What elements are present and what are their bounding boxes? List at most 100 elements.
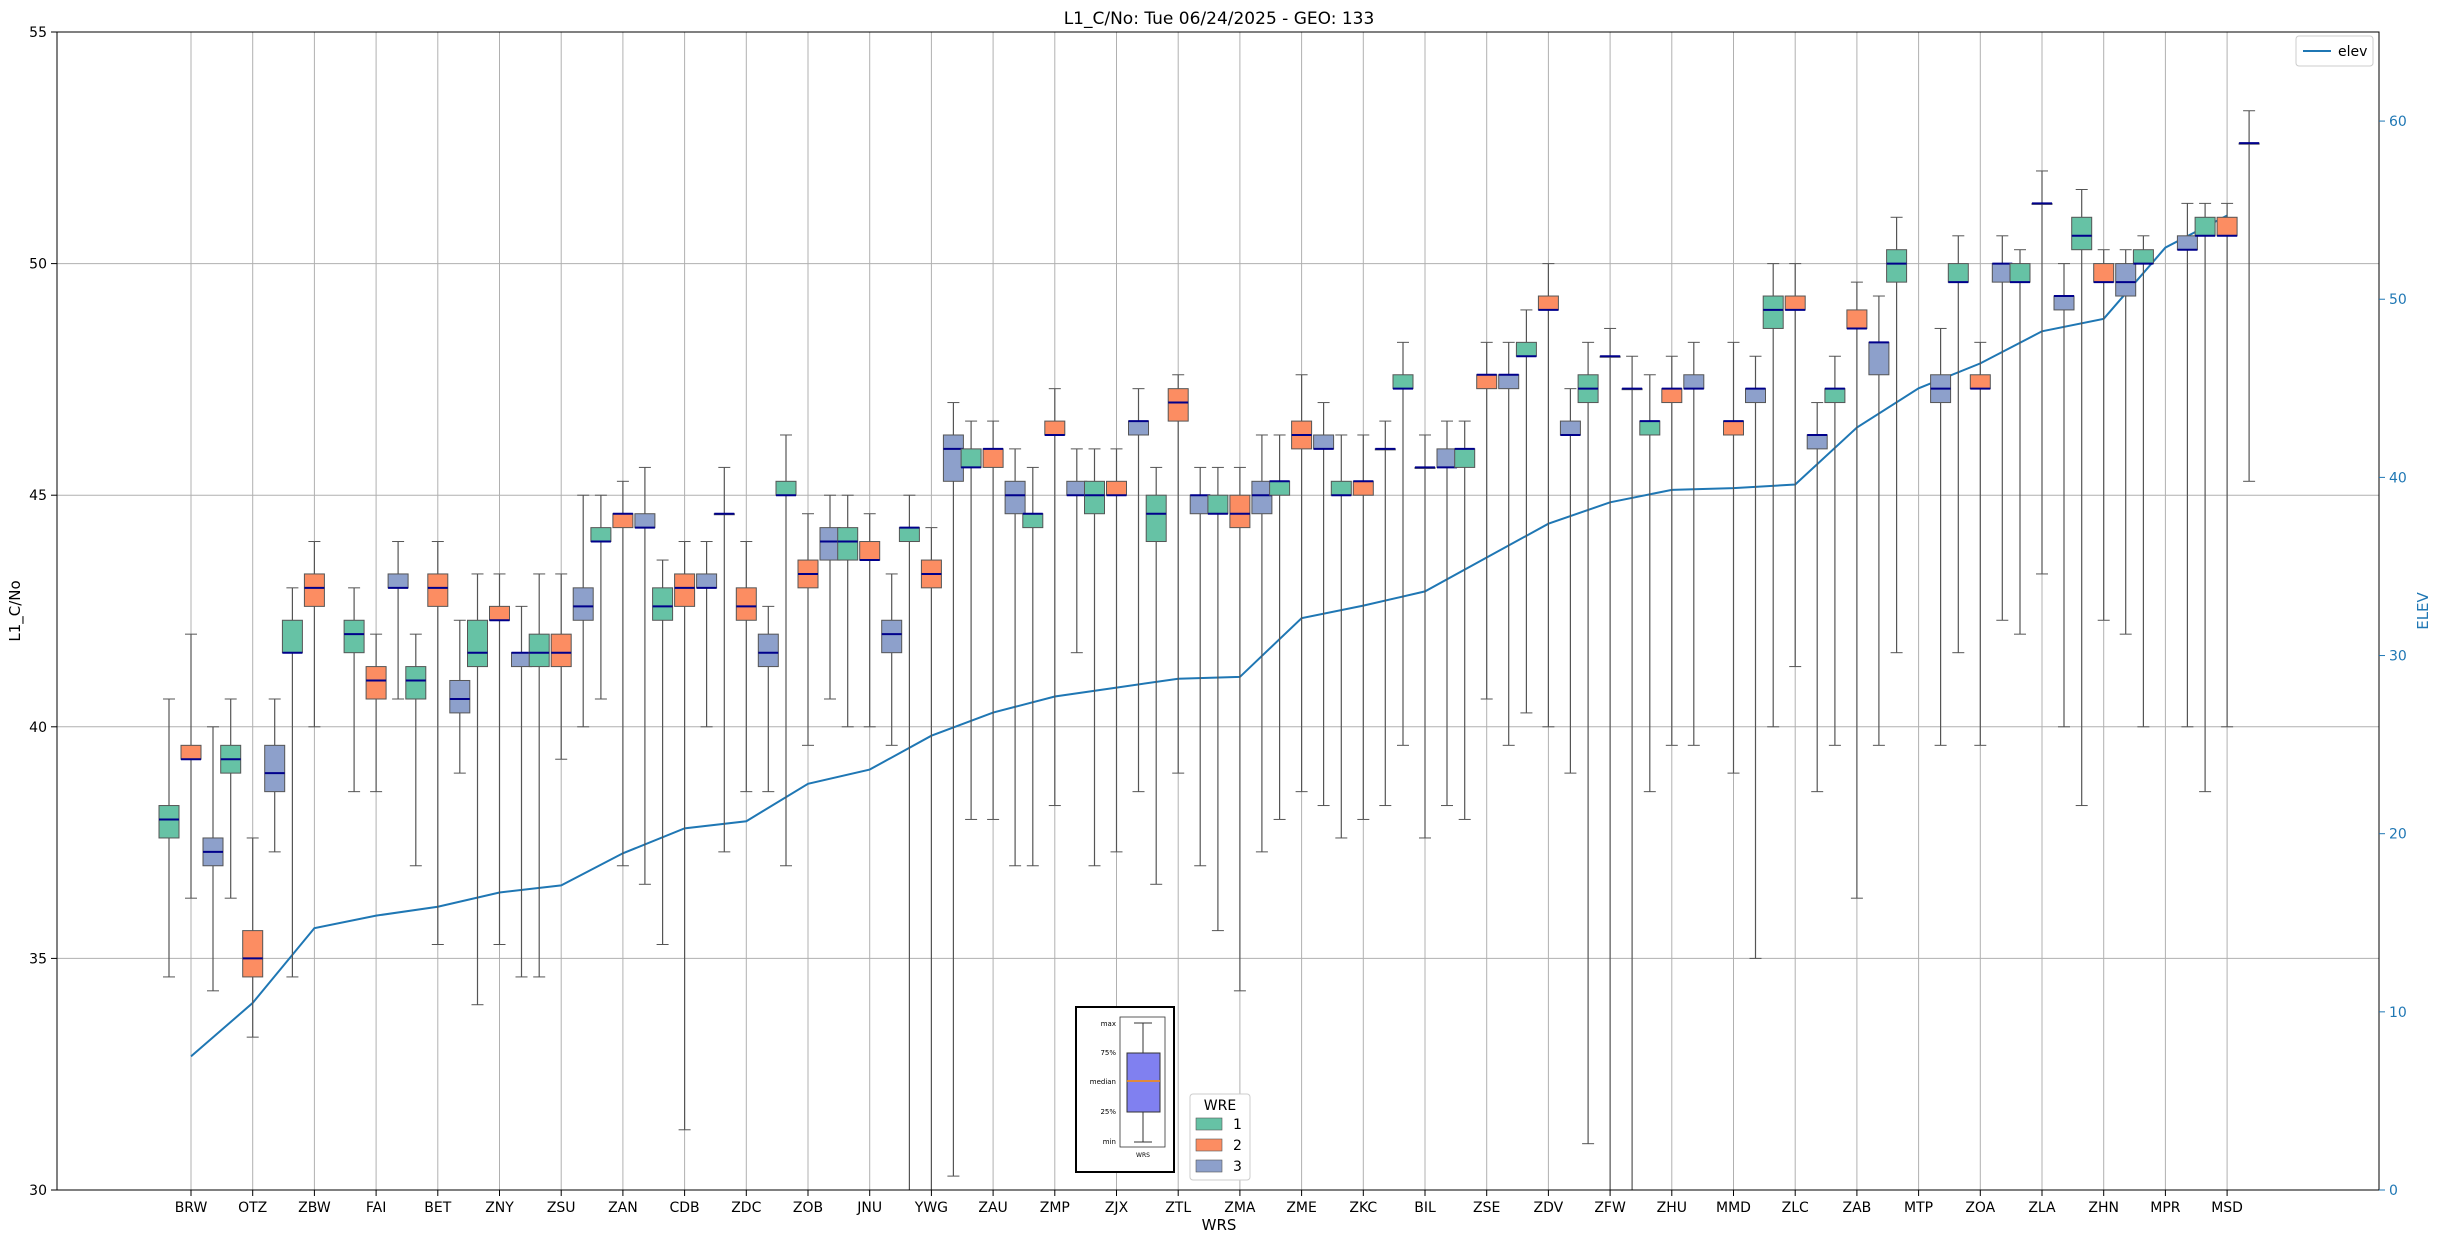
box-body-ZHN-3: [2115, 263, 2137, 297]
x-tick-label-ZMA: ZMA: [1224, 1200, 1256, 1216]
box-ZOA-2: [1969, 341, 1991, 746]
chart-title: L1_C/No: Tue 06/24/2025 - GEO: 133: [1064, 9, 1375, 29]
x-tick-label-YWG: YWG: [914, 1200, 948, 1216]
box-ZHN-1: [2071, 188, 2093, 807]
box-body-OTZ-2: [242, 930, 264, 978]
box-ZHU-2: [1661, 355, 1683, 746]
box-ZME-1: [1269, 434, 1291, 820]
box-body-ZAU-3: [1004, 480, 1026, 515]
box-body-ZME-3: [1313, 434, 1335, 450]
elev-legend-label: elev: [2338, 44, 2367, 60]
box-ZHU-1: [1639, 374, 1661, 793]
box-body-MPR-3: [2176, 235, 2198, 251]
box-body-ZAB-1: [1824, 388, 1846, 404]
box-ZNY-1: [467, 573, 488, 1006]
x-tick-label-BRW: BRW: [175, 1200, 208, 1216]
box-body-CDB-3: [696, 573, 718, 589]
box-body-ZBW-2: [303, 573, 325, 607]
box-BIL-3: [1436, 420, 1458, 807]
box-body-ZSE-1: [1454, 448, 1476, 468]
box-MPR-1: [2132, 235, 2154, 728]
box-body-ZMA-2: [1229, 494, 1251, 529]
box-ZAU-1: [960, 420, 982, 820]
inset-axes: [1119, 1016, 1166, 1148]
box-ZSU-3: [572, 494, 594, 728]
x-tick-label-ZOB: ZOB: [793, 1200, 823, 1216]
box-ZMA-1: [1207, 466, 1229, 932]
box-ZDV-2: [1537, 263, 1559, 728]
box-anatomy-inset: max 75% median 25% min WRS: [1075, 1006, 1175, 1173]
box-JNU-1: [837, 494, 859, 728]
box-body-ZAB-3: [1868, 341, 1890, 376]
box-JNU-2: [859, 513, 881, 728]
box-ZNY-3: [511, 605, 532, 978]
wre-legend-swatch-3: [1195, 1159, 1223, 1173]
box-body-ZDV-2: [1537, 295, 1559, 311]
box-ZAN-1: [590, 494, 612, 700]
box-BRW-3: [202, 726, 224, 992]
box-body-ZNY-3: [511, 652, 532, 668]
x-tick-label-ZKC: ZKC: [1349, 1200, 1377, 1216]
x-tick-label-ZDV: ZDV: [1534, 1200, 1564, 1216]
box-layer: [158, 110, 2260, 1191]
box-BRW-2: [180, 633, 202, 899]
x-tick-label-OTZ: OTZ: [238, 1200, 267, 1216]
box-ZOA-3: [1991, 235, 2013, 621]
box-body-ZMA-1: [1207, 494, 1229, 515]
box-body-ZTL-3: [1189, 494, 1211, 515]
box-ZAU-2: [982, 420, 1004, 820]
box-ZME-3: [1313, 402, 1335, 807]
box-ZAB-2: [1846, 281, 1868, 899]
box-ZBW-1: [281, 587, 303, 978]
box-body-BRW-1: [158, 805, 180, 839]
x-tick-label-ZJX: ZJX: [1105, 1200, 1129, 1216]
x-tick-label-ZLA: ZLA: [2028, 1200, 2056, 1216]
box-body-MMD-3: [1745, 388, 1766, 404]
box-ZLA-3: [2053, 263, 2075, 728]
inset-label-min: min: [1103, 1138, 1116, 1146]
box-FAI-1: [343, 587, 365, 793]
box-ZTL-1: [1145, 466, 1167, 885]
x-tick-label-ZSE: ZSE: [1473, 1200, 1500, 1216]
wre-legend-swatch-1: [1195, 1117, 1223, 1131]
x-tick-label-ZLC: ZLC: [1782, 1200, 1809, 1216]
y2-tick-label-20: 20: [2389, 827, 2407, 843]
inset-label-median: median: [1090, 1078, 1116, 1086]
box-body-ZOB-1: [775, 480, 797, 496]
box-body-MMD-2: [1723, 420, 1744, 436]
box-body-ZHU-3: [1683, 374, 1705, 390]
box-body-BET-3: [449, 679, 471, 714]
inset-label-q3: 75%: [1100, 1049, 1116, 1057]
box-body-FAI-3: [387, 573, 409, 589]
box-ZSE-3: [1498, 341, 1520, 746]
box-body-ZAN-2: [612, 513, 634, 529]
box-MMD-2: [1723, 341, 1744, 774]
x-tick-label-ZAB: ZAB: [1843, 1200, 1872, 1216]
box-MSD-2: [2216, 202, 2238, 728]
box-body-MSD-1: [2194, 216, 2216, 237]
box-ZDC-1: [713, 466, 735, 853]
box-body-ZHU-2: [1661, 388, 1683, 404]
box-body-ZSU-2: [550, 633, 572, 668]
wre-legend-swatch-2: [1195, 1138, 1223, 1152]
y2-axis-label: ELEV: [2414, 591, 2432, 629]
x-tick-label-ZHN: ZHN: [2088, 1200, 2119, 1216]
box-body-ZLA-1: [2009, 263, 2031, 283]
box-body-ZLA-3: [2053, 295, 2075, 311]
box-body-ZMA-3: [1251, 480, 1273, 515]
box-body-ZLC-3: [1806, 434, 1828, 450]
box-BET-3: [449, 619, 471, 774]
box-body-JNU-1: [837, 527, 859, 561]
box-ZSU-1: [528, 573, 550, 978]
box-OTZ-3: [264, 698, 286, 853]
elev-legend: elev: [2295, 35, 2374, 67]
box-FAI-2: [365, 633, 387, 793]
elev-legend-frame: [2295, 35, 2374, 67]
box-body-FAI-1: [343, 619, 365, 654]
box-body-ZDV-3: [1559, 420, 1581, 436]
inset-box: [1126, 1052, 1161, 1113]
wre-legend-title: WRE: [1204, 1098, 1236, 1114]
box-ZTL-2: [1167, 374, 1189, 774]
box-body-CDB-2: [674, 573, 696, 607]
